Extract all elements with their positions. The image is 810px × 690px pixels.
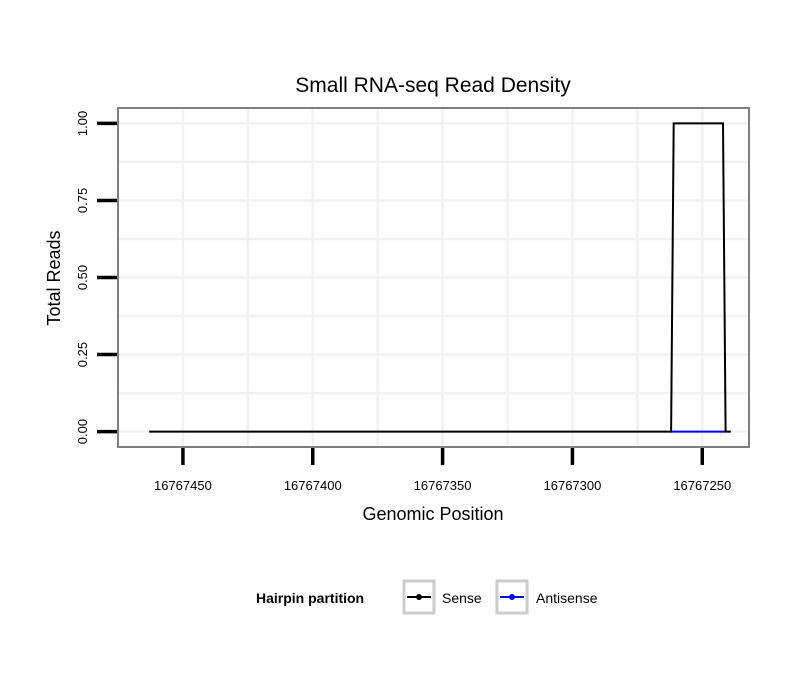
grid-lines	[118, 108, 749, 447]
y-tick-label: 1.00	[75, 111, 90, 136]
x-tick-label: 16767450	[154, 478, 212, 493]
y-tick-label: 0.25	[75, 342, 90, 367]
y-axis-title: Total Reads	[44, 230, 64, 325]
x-tick-label: 16767250	[673, 478, 731, 493]
series-line-sense	[149, 122, 731, 433]
x-axis-title: Genomic Position	[362, 504, 503, 524]
plot-lines	[149, 122, 731, 433]
legend-point-antisense	[509, 594, 515, 600]
x-tick-label: 16767350	[414, 478, 472, 493]
y-tick-label: 0.50	[75, 265, 90, 290]
legend-point-sense	[416, 594, 422, 600]
legend-title: Hairpin partition	[256, 590, 364, 606]
legend-label-sense: Sense	[442, 590, 482, 606]
plot-panel-border	[117, 107, 750, 448]
y-tick-label: 0.75	[75, 188, 90, 213]
y-tick-label: 0.00	[75, 419, 90, 444]
x-tick-label: 16767400	[284, 478, 342, 493]
legend-label-antisense: Antisense	[536, 590, 598, 606]
x-tick-label: 16767300	[544, 478, 602, 493]
x-axis: 16767450 16767400 16767350 16767300 16767250	[154, 448, 731, 493]
legend: Hairpin partition Sense Antisense	[256, 579, 598, 615]
chart-title: Small RNA-seq Read Density	[295, 74, 571, 97]
y-axis: 0.00 0.25 0.50 0.75 1.00	[75, 111, 117, 444]
